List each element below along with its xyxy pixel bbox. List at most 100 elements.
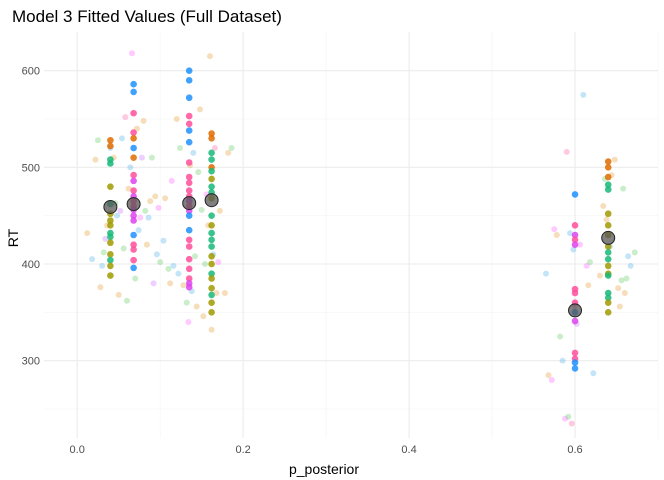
- fitted-point: [208, 130, 215, 137]
- y-axis-label: RT: [5, 228, 21, 247]
- raw-point: [97, 284, 104, 291]
- raw-point: [616, 303, 623, 310]
- raw-point: [551, 226, 558, 233]
- fitted-point: [107, 256, 114, 264]
- raw-point: [175, 270, 182, 277]
- fitted-point: [107, 262, 114, 270]
- fitted-point: [604, 181, 612, 189]
- fitted-point: [571, 241, 579, 248]
- group-mean-point: [601, 230, 616, 245]
- fitted-point: [130, 80, 137, 88]
- fitted-point: [571, 317, 579, 325]
- raw-point: [553, 232, 560, 238]
- raw-point: [198, 206, 205, 213]
- raw-point: [568, 420, 575, 427]
- fitted-point: [107, 183, 114, 190]
- fitted-point: [185, 159, 193, 166]
- x-axis-tick-labels: 0.0 0.2 0.4 0.6: [70, 444, 583, 456]
- fitted-point: [185, 265, 193, 273]
- raw-point: [620, 185, 627, 192]
- raw-point: [567, 230, 574, 237]
- minor-gridlines: [44, 32, 659, 438]
- raw-point: [577, 241, 584, 248]
- raw-point: [167, 280, 174, 287]
- fitted-point: [604, 222, 612, 229]
- raw-point: [145, 214, 152, 221]
- raw-point: [180, 282, 187, 289]
- raw-point: [123, 297, 130, 304]
- fitted-point: [185, 255, 193, 263]
- fitted-point: [208, 156, 215, 163]
- raw-point: [627, 262, 634, 269]
- chart-title: Model 3 Fitted Values (Full Dataset): [12, 7, 282, 26]
- raw-point: [99, 262, 106, 269]
- group-mean-point: [204, 193, 219, 208]
- raw-point: [631, 249, 638, 256]
- fitted-point: [107, 251, 114, 258]
- fitted-point: [130, 88, 137, 96]
- raw-point: [580, 91, 587, 98]
- raw-point: [185, 319, 192, 325]
- raw-point: [548, 377, 555, 383]
- raw-point: [157, 259, 164, 266]
- raw-point: [570, 246, 577, 253]
- raw-point: [135, 227, 142, 234]
- fitted-point: [107, 239, 114, 247]
- fitted-point: [208, 229, 215, 237]
- raw-point: [117, 207, 124, 214]
- fitted-point: [185, 138, 193, 146]
- raw-point: [590, 370, 597, 377]
- raw-point: [615, 285, 622, 292]
- fitted-point: [604, 299, 612, 306]
- fitted-point: [185, 127, 193, 134]
- fitted-point: [130, 256, 137, 264]
- fitted-point: [130, 144, 137, 152]
- fitted-point: [130, 212, 137, 219]
- fitted-point: [604, 243, 612, 250]
- raw-point: [603, 216, 610, 223]
- fitted-point: [571, 359, 579, 366]
- raw-point: [125, 185, 132, 192]
- fitted-point: [208, 236, 215, 244]
- fitted-point: [130, 231, 137, 239]
- fitted-point: [185, 283, 193, 291]
- fitted-point: [208, 149, 215, 157]
- fitted-point: [107, 217, 114, 224]
- x-axis-label: p_posterior: [289, 461, 359, 477]
- fitted-point: [185, 187, 193, 194]
- raw-point: [193, 303, 200, 310]
- fitted-point: [208, 252, 215, 260]
- mean-points-layer: [103, 193, 616, 318]
- fitted-point: [604, 255, 612, 263]
- raw-point: [559, 357, 566, 364]
- fitted-point: [130, 187, 137, 194]
- raw-point: [120, 245, 127, 252]
- raw-point: [611, 156, 618, 163]
- fitted-point: [107, 142, 114, 150]
- fitted-point: [185, 236, 193, 244]
- y-tick-label: 600: [22, 66, 40, 78]
- raw-point: [215, 259, 222, 266]
- raw-point: [201, 261, 208, 267]
- fitted-point: [208, 243, 215, 250]
- fitted-point: [604, 158, 612, 165]
- fitted-point: [571, 349, 579, 357]
- fitted-point: [130, 241, 137, 248]
- raw-point: [89, 256, 96, 263]
- raw-point: [114, 212, 121, 219]
- raw-point: [225, 149, 232, 156]
- raw-point: [196, 106, 203, 113]
- fitted-point: [185, 226, 193, 234]
- fitted-point: [185, 173, 193, 181]
- raw-point: [596, 272, 603, 279]
- raw-point: [228, 145, 235, 151]
- fitted-point: [130, 154, 137, 161]
- x-tick-label: 0.2: [235, 444, 250, 456]
- fitted-point: [208, 291, 215, 299]
- raw-point: [94, 137, 101, 144]
- fitted-point: [208, 183, 215, 190]
- raw-point: [152, 193, 159, 200]
- fitted-point: [130, 129, 137, 136]
- fitted-point: [604, 294, 612, 302]
